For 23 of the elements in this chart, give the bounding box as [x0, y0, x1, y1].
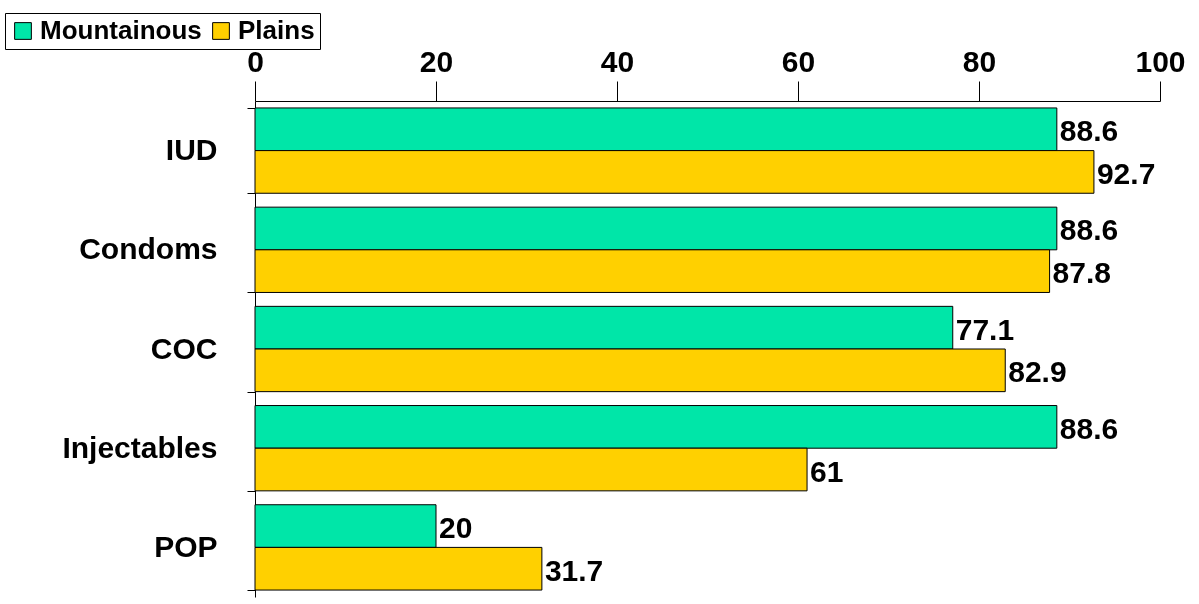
data-label: 82.9 [1008, 355, 1067, 389]
data-label: 77.1 [955, 312, 1015, 346]
y-tick-label: Condoms [79, 232, 218, 266]
data-label: 87.8 [1052, 256, 1111, 290]
y-tick-label: IUD [165, 133, 218, 167]
y-tick-label: COC [150, 331, 218, 365]
data-label: 20 [439, 511, 473, 545]
data-label: 92.7 [1096, 156, 1156, 190]
data-label: 88.6 [1059, 213, 1119, 247]
legend-label: Plains [238, 15, 315, 45]
x-tick-label: 80 [962, 44, 997, 78]
x-tick-label: 20 [419, 44, 454, 78]
y-tick-label: POP [154, 529, 218, 563]
x-tick-label: 100 [1135, 44, 1186, 78]
data-label: 61 [810, 454, 844, 488]
data-label: 31.7 [544, 553, 604, 587]
x-tick-label: 40 [600, 44, 635, 78]
y-tick-label: Injectables [62, 430, 218, 464]
data-label: 88.6 [1059, 411, 1119, 445]
data-label: 88.6 [1059, 114, 1119, 148]
x-tick-label: 0 [247, 44, 264, 78]
x-tick-label: 60 [781, 44, 816, 78]
legend-label: Mountainous [40, 15, 202, 45]
